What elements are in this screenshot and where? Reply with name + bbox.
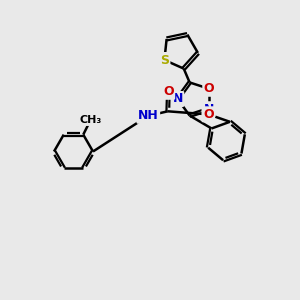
Text: CH₃: CH₃ (80, 115, 102, 124)
Text: O: O (163, 85, 174, 98)
Text: N: N (204, 103, 214, 116)
Text: O: O (204, 82, 214, 95)
Text: NH: NH (138, 109, 159, 122)
Text: N: N (172, 92, 183, 106)
Text: S: S (160, 53, 169, 67)
Text: O: O (203, 108, 214, 121)
